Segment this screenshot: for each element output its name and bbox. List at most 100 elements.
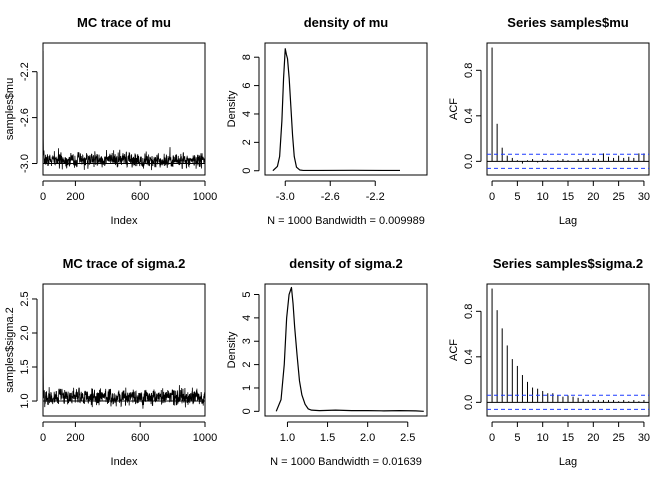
- x-axis-label: Lag: [559, 456, 577, 468]
- y-tick-label: 2: [241, 362, 253, 368]
- y-axis: 1.0 1.5 2.0 2.5: [19, 291, 38, 409]
- y-tick-label: 0.8: [463, 63, 475, 78]
- chart-title: density of sigma.2: [289, 256, 402, 271]
- y-axis: 0 2 4 6 8: [241, 54, 260, 174]
- x-tick-label: 0: [40, 191, 46, 203]
- y-tick-label: 1.5: [19, 359, 31, 374]
- x-tick-label: 0: [489, 432, 495, 444]
- y-axis: 0.0 0.4 0.8: [463, 63, 482, 169]
- x-axis: 1.0 1.5 2.0 2.5: [280, 421, 415, 444]
- x-tick-label: 0: [489, 191, 495, 203]
- panel-trace_mu: MC trace of mu Index samples$mu 0 200 600 1000…: [4, 15, 217, 227]
- y-axis-label: Density: [226, 90, 238, 127]
- x-tick-label: 5: [514, 432, 520, 444]
- x-axis-label: N = 1000 Bandwidth = 0.01639: [270, 456, 422, 468]
- panel-trace_sigma: MC trace of sigma.2 Index samples$sigma.2 0…: [4, 256, 217, 468]
- x-axis: 0 5 10 15 20 25 30: [489, 180, 650, 203]
- y-tick-label: 0: [241, 408, 253, 414]
- y-tick-label: 0.0: [463, 395, 475, 410]
- x-tick-label: 25: [613, 432, 625, 444]
- x-tick-label: -2.2: [366, 191, 385, 203]
- plot-area: [43, 51, 205, 171]
- y-axis-label: samples$sigma.2: [4, 307, 16, 393]
- y-tick-label: -3.0: [19, 154, 31, 173]
- y-axis: 0 1 2 3 4 5: [241, 291, 260, 414]
- x-tick-label: 1.0: [280, 432, 295, 444]
- x-axis: -3.0 -2.6 -2.2: [276, 180, 385, 203]
- plot-area: [275, 286, 424, 412]
- y-tick-label: 0.4: [463, 349, 475, 364]
- density-curve: [272, 48, 400, 172]
- x-tick-label: 10: [537, 432, 549, 444]
- x-tick-label: 1000: [193, 191, 217, 203]
- plot-frame: [486, 42, 650, 176]
- y-axis-label: ACF: [448, 98, 460, 120]
- x-axis: 0 5 10 15 20 25 30: [489, 421, 650, 444]
- y-tick-label: 5: [241, 291, 253, 297]
- x-tick-label: 600: [131, 191, 149, 203]
- x-tick-label: 2.5: [400, 432, 415, 444]
- y-tick-label: 3: [241, 338, 253, 344]
- y-axis-label: Density: [226, 331, 238, 368]
- trace-line: [43, 288, 205, 409]
- x-tick-label: 1000: [193, 432, 217, 444]
- x-tick-label: 2.0: [360, 432, 375, 444]
- x-tick-label: 15: [562, 432, 574, 444]
- y-tick-label: 0.0: [463, 154, 475, 169]
- y-tick-label: 2.5: [19, 291, 31, 306]
- y-tick-label: 1.0: [19, 393, 31, 408]
- y-tick-label: 0.4: [463, 108, 475, 123]
- chart-title: density of mu: [304, 15, 389, 30]
- x-tick-label: 15: [562, 191, 574, 203]
- x-tick-label: 200: [66, 432, 84, 444]
- x-axis-label: Index: [111, 215, 138, 227]
- x-axis: 0 200 600 1000: [40, 421, 217, 444]
- trace-line: [43, 51, 205, 171]
- plot-area: [272, 48, 400, 172]
- x-tick-label: 30: [638, 432, 650, 444]
- x-axis: 0 200 600 1000: [40, 180, 217, 203]
- y-axis-label: ACF: [448, 339, 460, 361]
- plot-area: [43, 288, 205, 409]
- x-tick-label: 5: [514, 191, 520, 203]
- y-tick-label: 4: [241, 315, 253, 321]
- panel-density_mu: density of mu N = 1000 Bandwidth = 0.0099…: [226, 15, 428, 227]
- y-axis: 0.0 0.4 0.8: [463, 304, 482, 410]
- y-tick-label: 2.0: [19, 325, 31, 340]
- x-axis-label: Lag: [559, 215, 577, 227]
- x-tick-label: 20: [587, 191, 599, 203]
- y-tick-label: 0.8: [463, 304, 475, 319]
- x-tick-label: 600: [131, 432, 149, 444]
- x-tick-label: 20: [587, 432, 599, 444]
- y-tick-label: 8: [241, 54, 253, 60]
- y-tick-label: -2.6: [19, 108, 31, 127]
- y-tick-label: -2.2: [19, 62, 31, 81]
- chart-title: MC trace of mu: [77, 15, 171, 30]
- y-tick-label: 0: [241, 168, 253, 174]
- plot-frame: [486, 283, 650, 417]
- chart-title: Series samples$mu: [507, 15, 628, 30]
- y-tick-label: 6: [241, 83, 253, 89]
- density-curve: [275, 286, 424, 412]
- x-tick-label: -3.0: [276, 191, 295, 203]
- y-tick-label: 2: [241, 139, 253, 145]
- x-tick-label: 10: [537, 191, 549, 203]
- x-tick-label: 1.5: [320, 432, 335, 444]
- x-tick-label: 30: [638, 191, 650, 203]
- plot-frame: [264, 283, 428, 417]
- x-tick-label: -2.6: [321, 191, 340, 203]
- y-axis-label: samples$mu: [4, 78, 16, 140]
- panel-density_sigma: density of sigma.2 N = 1000 Bandwidth = 0…: [226, 256, 428, 468]
- x-axis-label: Index: [111, 456, 138, 468]
- plot-area: [487, 47, 649, 169]
- x-tick-label: 25: [613, 191, 625, 203]
- plot-area: [487, 288, 649, 410]
- x-tick-label: 0: [40, 432, 46, 444]
- panel-acf_sigma: Series samples$sigma.2 Lag ACF 0 5 10 15 20 25 30…: [448, 256, 650, 468]
- y-tick-label: 1: [241, 385, 253, 391]
- y-axis: -3.0 -2.6 -2.2: [19, 62, 38, 173]
- x-tick-label: 200: [66, 191, 84, 203]
- y-tick-label: 4: [241, 111, 253, 117]
